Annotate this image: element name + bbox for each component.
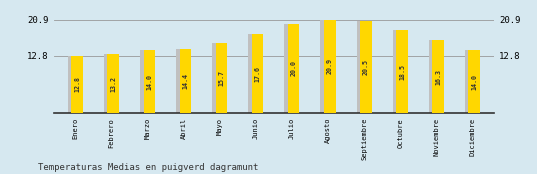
Bar [104, 54, 115, 113]
Bar [216, 43, 227, 113]
Bar [71, 56, 83, 113]
Text: 20.0: 20.0 [291, 60, 297, 76]
Text: 15.7: 15.7 [219, 70, 224, 86]
Bar [176, 49, 187, 113]
Text: Temperaturas Medias en puigverd dagramunt: Temperaturas Medias en puigverd dagramun… [38, 163, 258, 172]
Text: 12.8: 12.8 [74, 76, 80, 92]
Bar [68, 56, 79, 113]
Bar [288, 23, 300, 113]
Text: 14.0: 14.0 [471, 74, 477, 90]
Bar [107, 54, 119, 113]
Bar [432, 40, 444, 113]
Text: 16.3: 16.3 [435, 69, 441, 85]
Bar [360, 21, 372, 113]
Bar [357, 21, 368, 113]
Text: 20.5: 20.5 [363, 59, 369, 75]
Bar [284, 23, 296, 113]
Bar [248, 34, 260, 113]
Text: 20.9: 20.9 [327, 58, 333, 74]
Text: 13.2: 13.2 [110, 76, 116, 92]
Bar [465, 50, 476, 113]
Bar [252, 34, 264, 113]
Bar [180, 49, 191, 113]
Bar [393, 30, 404, 113]
Text: 17.6: 17.6 [255, 66, 260, 82]
Bar [468, 50, 480, 113]
Bar [396, 30, 408, 113]
Bar [324, 19, 336, 113]
Bar [143, 50, 155, 113]
Bar [212, 43, 224, 113]
Text: 14.4: 14.4 [183, 73, 188, 89]
Bar [321, 19, 332, 113]
Text: 14.0: 14.0 [147, 74, 153, 90]
Text: 18.5: 18.5 [399, 64, 405, 80]
Bar [140, 50, 151, 113]
Bar [429, 40, 440, 113]
